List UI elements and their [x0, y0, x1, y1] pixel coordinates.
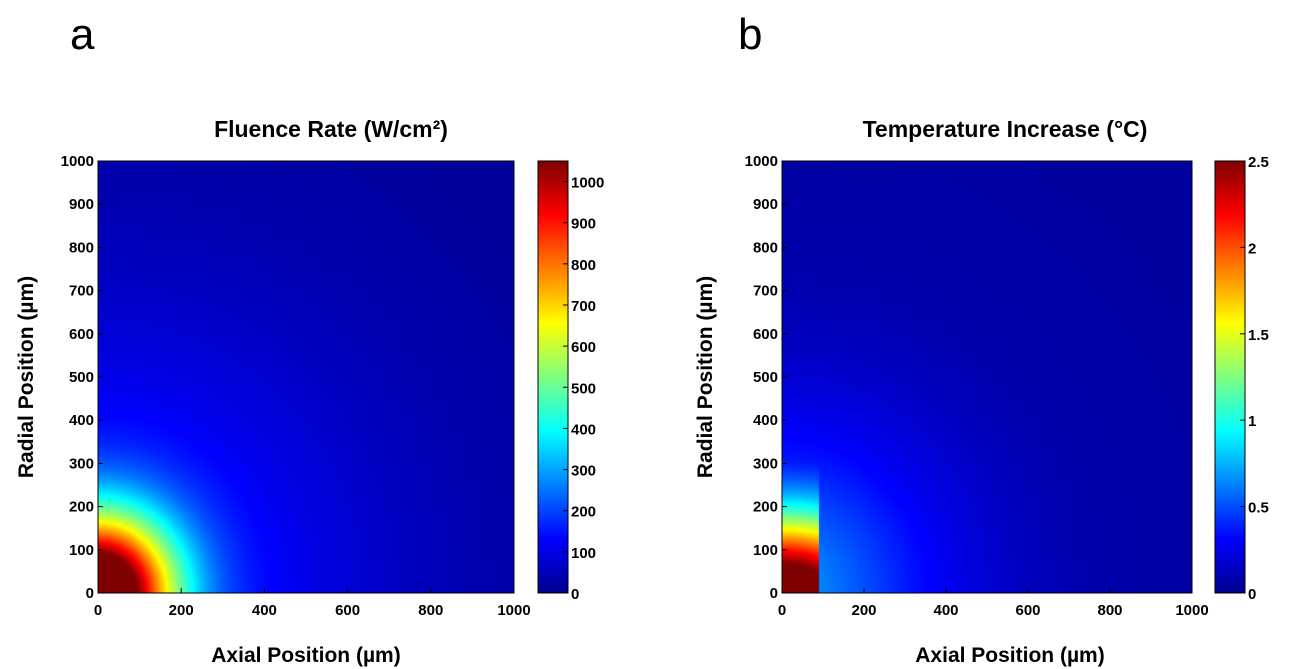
colorbar-tick-label: 0.5: [1248, 500, 1269, 517]
panel-letter-a: a: [70, 10, 95, 59]
y-tick-label: 600: [69, 326, 94, 343]
x-axis-label: Axial Position (µm): [211, 644, 400, 667]
y-tick-label: 300: [69, 455, 94, 472]
y-tick-label: 900: [753, 196, 778, 213]
x-tick-label: 600: [335, 602, 360, 619]
y-tick-label: 500: [753, 369, 778, 386]
x-axis-label: Axial Position (µm): [915, 644, 1104, 667]
x-tick-label: 200: [851, 602, 876, 619]
y-tick-label: 700: [753, 283, 778, 300]
x-tick-label: 200: [169, 602, 194, 619]
x-tick-label: 400: [933, 602, 958, 619]
x-tick-label: 600: [1015, 602, 1040, 619]
colorbar-ticks: 0 100 200 300 400 500 600 700 800 900 1000: [563, 175, 604, 603]
heatmap: [98, 161, 514, 593]
x-axis: 0 200 400 600 800 1000: [778, 588, 1209, 619]
colorbar-tick-label: 1: [1248, 413, 1256, 430]
x-tick-label: 400: [252, 602, 277, 619]
y-axis-label: Radial Position (µm): [694, 276, 717, 478]
y-axis: 0 100 200 300 400 500 600 700 800 900 1000: [61, 153, 103, 602]
colorbar-tick-label: 300: [571, 463, 596, 480]
colorbar-tick-label: 600: [571, 339, 596, 356]
colorbar-tick-label: 100: [571, 545, 596, 562]
x-tick-label: 800: [1097, 602, 1122, 619]
heatmap: [782, 161, 1192, 593]
x-tick-label: 0: [94, 602, 102, 619]
colorbar: [537, 160, 569, 594]
y-axis: 0 100 200 300 400 500 600 700 800 900 1000: [745, 153, 787, 602]
y-tick-label: 200: [753, 499, 778, 516]
y-tick-label: 800: [69, 239, 94, 256]
x-axis: 0 200 400 600 800 1000: [94, 588, 531, 619]
x-tick-label: 1000: [1175, 602, 1208, 619]
colorbar-tick-label: 900: [571, 216, 596, 233]
y-tick-label: 1000: [61, 153, 94, 170]
colorbar-tick-label: 0: [1248, 586, 1256, 603]
colorbar-tick-label: 700: [571, 298, 596, 315]
colorbar-tick-label: 800: [571, 257, 596, 274]
colorbar-tick-label: 200: [571, 504, 596, 521]
chart-title: Fluence Rate (W/cm²): [214, 116, 448, 142]
y-tick-label: 200: [69, 499, 94, 516]
y-tick-label: 800: [753, 239, 778, 256]
y-tick-label: 600: [753, 326, 778, 343]
colorbar-tick-label: 2: [1248, 240, 1256, 257]
y-tick-label: 0: [86, 585, 94, 602]
x-tick-label: 0: [778, 602, 786, 619]
y-tick-label: 500: [69, 369, 94, 386]
x-tick-label: 800: [418, 602, 443, 619]
colorbar-tick-label: 0: [571, 586, 579, 603]
y-tick-label: 100: [69, 542, 94, 559]
panel-b: Temperature Increase (°C) 0 200 400 600 800 1…: [694, 116, 1269, 667]
y-tick-label: 400: [753, 412, 778, 429]
x-tick-label: 1000: [497, 602, 530, 619]
y-tick-label: 0: [770, 585, 778, 602]
colorbar-tick-label: 1000: [571, 175, 604, 192]
y-tick-label: 700: [69, 283, 94, 300]
y-tick-label: 900: [69, 196, 94, 213]
colorbar-tick-label: 1.5: [1248, 327, 1269, 344]
panel-letter-b: b: [738, 10, 763, 59]
y-tick-label: 300: [753, 455, 778, 472]
y-tick-label: 400: [69, 412, 94, 429]
colorbar-ticks: 0 0.5 1 1.5 2 2.5: [1240, 154, 1269, 603]
colorbar-tick-label: 500: [571, 380, 596, 397]
y-tick-label: 100: [753, 542, 778, 559]
colorbar: [1214, 160, 1246, 594]
chart-title: Temperature Increase (°C): [863, 116, 1148, 142]
panel-a: Fluence Rate (W/cm²) 0 200 400 600 800 1000 0…: [15, 116, 604, 667]
y-axis-label: Radial Position (µm): [15, 276, 38, 478]
colorbar-tick-label: 400: [571, 421, 596, 438]
y-tick-label: 1000: [745, 153, 778, 170]
colorbar-tick-label: 2.5: [1248, 154, 1269, 171]
